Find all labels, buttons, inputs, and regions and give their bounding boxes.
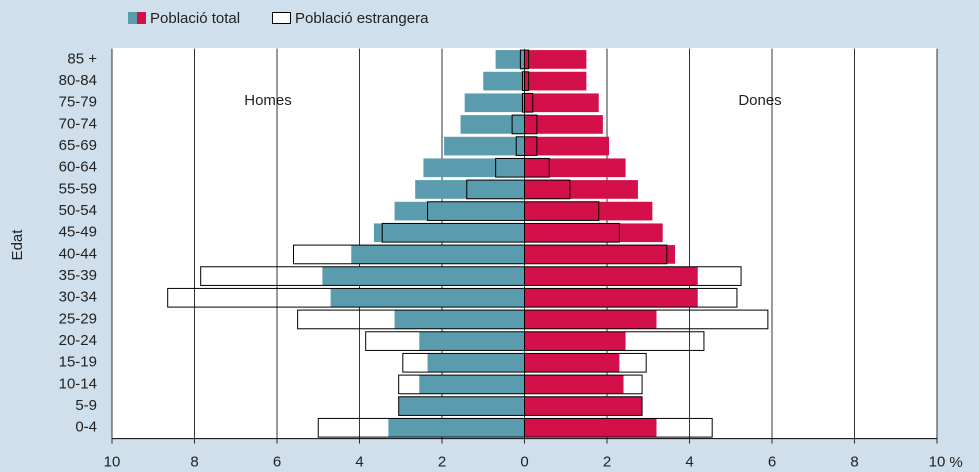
bar — [524, 331, 626, 351]
bar — [524, 310, 657, 329]
bar — [524, 352, 647, 373]
bar — [524, 223, 663, 243]
bar — [524, 245, 676, 264]
x-tick-label: 0 — [520, 454, 528, 471]
y-tick-label: 85 + — [67, 50, 97, 67]
y-tick-label: 0-4 — [75, 419, 97, 436]
bar — [398, 396, 525, 416]
bar — [524, 49, 530, 70]
bar — [524, 157, 550, 178]
bar — [524, 180, 638, 199]
bar — [524, 136, 538, 156]
bar — [524, 115, 603, 134]
x-tick-label: 6 — [273, 454, 281, 471]
bar — [444, 136, 525, 156]
x-tick-label: 4 — [355, 454, 363, 471]
bar — [524, 201, 653, 221]
legend-swatch — [137, 12, 146, 24]
bar — [330, 288, 525, 308]
x-tick-label: 10 — [104, 454, 121, 471]
bar — [483, 71, 525, 91]
bar — [460, 115, 525, 134]
bar — [524, 375, 624, 394]
y-tick-label: 75-79 — [59, 94, 97, 111]
y-tick-label: 70-74 — [59, 115, 97, 132]
bar — [524, 374, 643, 395]
bar — [419, 375, 525, 394]
bar — [423, 158, 525, 178]
y-tick-label: 20-24 — [59, 332, 97, 349]
side-label: Dones — [738, 92, 781, 109]
bar — [524, 50, 587, 69]
bar — [415, 180, 525, 199]
y-tick-label: 10-14 — [59, 375, 97, 392]
bar — [524, 266, 698, 286]
bar — [524, 92, 534, 113]
y-tick-label: 45-49 — [59, 224, 97, 241]
bar — [524, 418, 657, 438]
bar — [524, 309, 769, 330]
bar — [524, 266, 742, 286]
bar — [524, 331, 705, 351]
bar — [464, 93, 525, 113]
x-tick-label: 8 — [850, 454, 858, 471]
bar — [524, 244, 668, 265]
bar — [524, 222, 620, 243]
bar — [524, 288, 698, 308]
bar — [524, 417, 713, 438]
bar — [322, 266, 525, 286]
bar — [419, 331, 525, 351]
y-tick-label: 80-84 — [59, 72, 97, 89]
x-tick-label: 10 — [929, 454, 946, 471]
bar — [524, 396, 643, 416]
y-tick-label: 40-44 — [59, 245, 97, 262]
bar — [394, 310, 525, 329]
y-tick-label: 30-34 — [59, 289, 97, 306]
y-tick-label: 65-69 — [59, 137, 97, 154]
bar — [524, 353, 620, 373]
bar — [373, 223, 525, 243]
bar — [351, 245, 525, 264]
bar — [524, 179, 571, 200]
side-label: Homes — [244, 92, 292, 109]
bar — [394, 201, 525, 221]
x-tick-label: 8 — [190, 454, 198, 471]
y-tick-label: 15-19 — [59, 354, 97, 371]
bar — [524, 71, 530, 91]
y-tick-label: 50-54 — [59, 202, 97, 219]
y-tick-label: 35-39 — [59, 267, 97, 284]
legend-label: Població total — [150, 10, 240, 27]
bar — [524, 93, 599, 113]
bar — [524, 287, 738, 308]
legend-swatch — [128, 12, 137, 24]
bar — [495, 50, 525, 69]
bar — [427, 353, 525, 373]
x-tick-label: 2 — [603, 454, 611, 471]
y-axis-label: Edat — [9, 229, 26, 261]
y-tick-label: 5-9 — [75, 397, 97, 414]
y-tick-label: 25-29 — [59, 310, 97, 327]
x-tick-label: 6 — [768, 454, 776, 471]
y-tick-label: 55-59 — [59, 180, 97, 197]
y-tick-label: 60-64 — [59, 159, 97, 176]
bar — [524, 396, 643, 416]
bar — [524, 158, 626, 178]
bar — [524, 71, 587, 91]
x-unit: % — [949, 454, 962, 471]
bar — [524, 201, 600, 221]
legend-label: Població estrangera — [295, 10, 429, 27]
x-tick-label: 4 — [685, 454, 693, 471]
bar — [524, 136, 610, 156]
x-tick-label: 2 — [438, 454, 446, 471]
legend-swatch — [272, 12, 291, 24]
bar — [524, 114, 538, 135]
bar — [388, 418, 525, 438]
